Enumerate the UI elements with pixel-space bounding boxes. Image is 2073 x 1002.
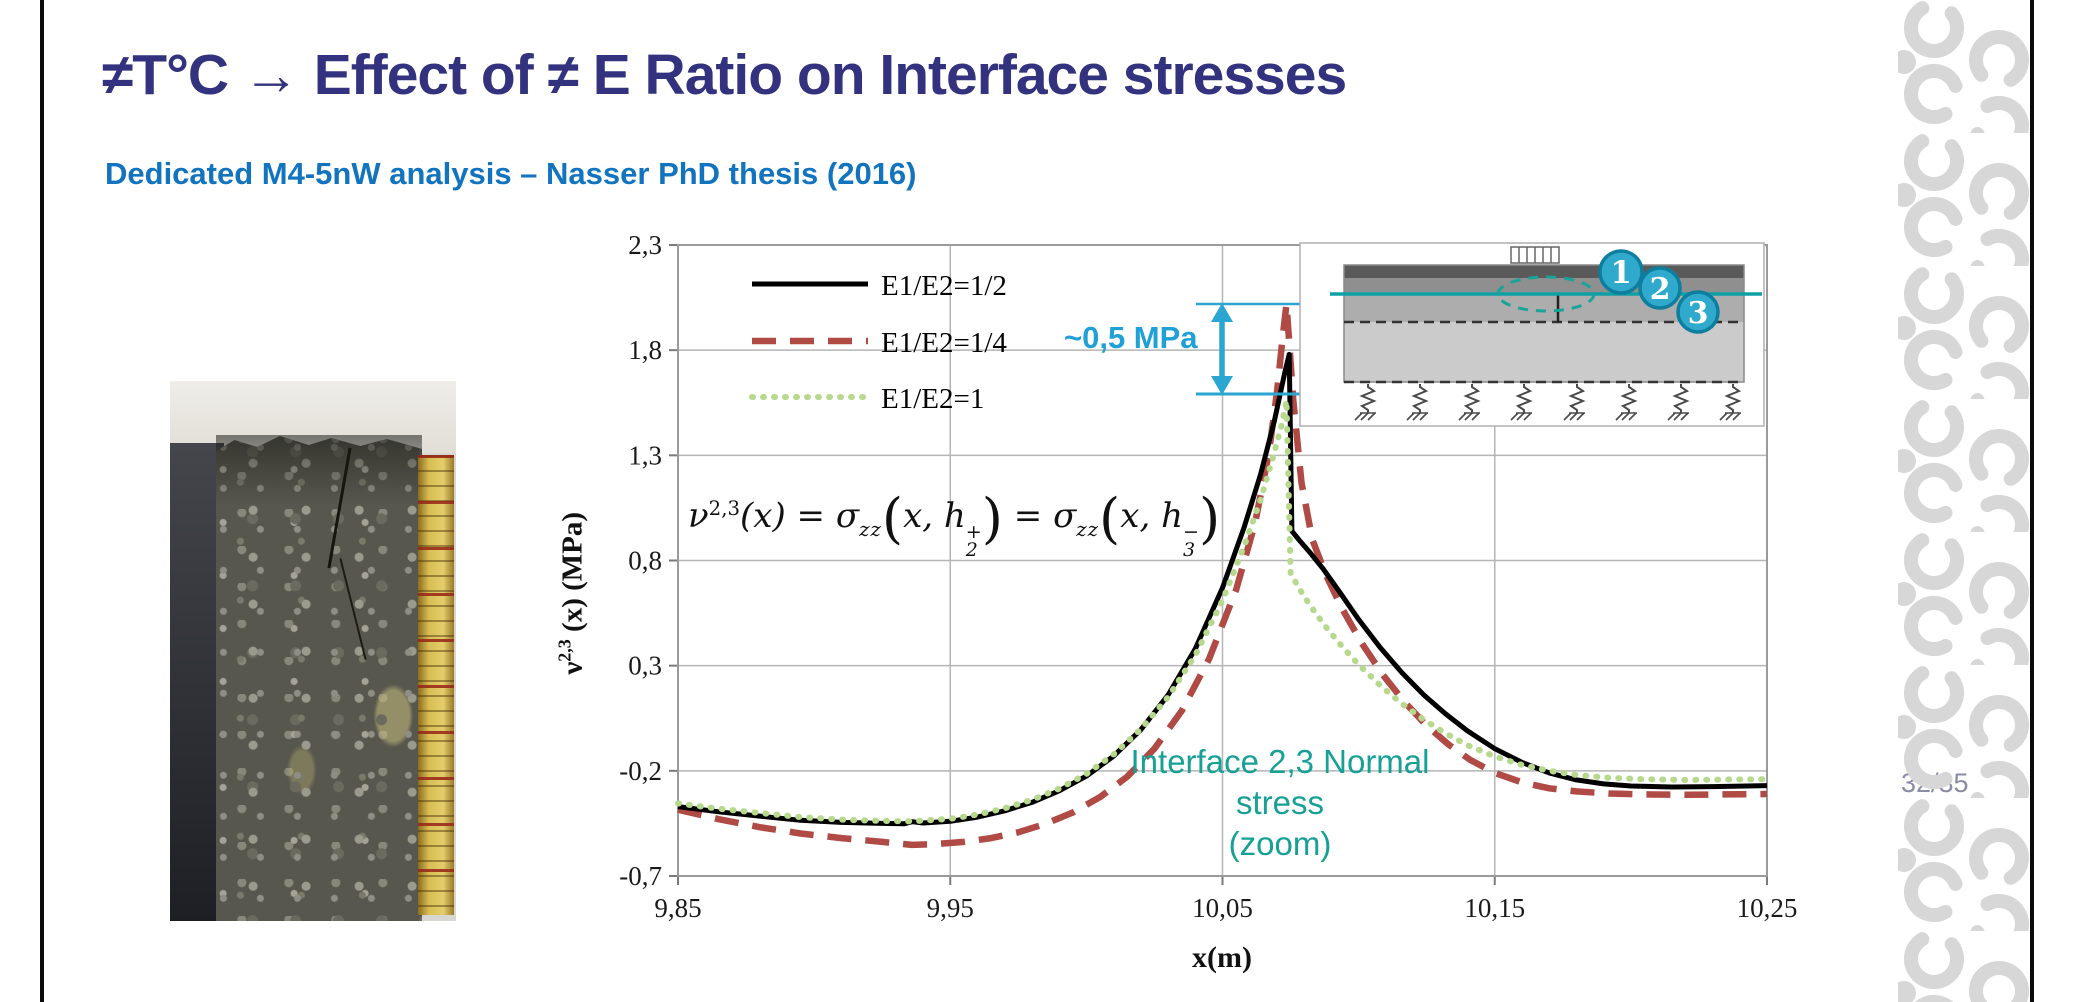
chart-legend: E1/E2=1/2 E1/E2=1/4 E1/E2=1 bbox=[749, 270, 1007, 415]
layer-number-badges: 1 2 3 bbox=[1598, 249, 1720, 334]
series-curve-1 bbox=[677, 300, 1768, 849]
y-tick-label: 0,3 bbox=[628, 651, 662, 681]
crack-zoom-ellipse bbox=[1496, 275, 1596, 313]
page-subtitle: Dedicated M4-5nW analysis – Nasser PhD t… bbox=[105, 156, 917, 191]
y-tick-label: 1,3 bbox=[628, 440, 662, 470]
load-hatching bbox=[1518, 247, 1552, 263]
zoom-note-line: stress bbox=[1235, 784, 1324, 821]
photo-core-cylinder bbox=[216, 436, 422, 921]
page-title: ≠T°C → Effect of ≠ E Ratio on Interface … bbox=[102, 43, 1347, 107]
badge-3-label: 3 bbox=[1688, 296, 1709, 331]
plot-area: 9,85 9,95 10,05 10,15 10,25 2,3 1,8 1,3 0,8 0,3 -0… bbox=[619, 230, 1797, 923]
badge-3 bbox=[1676, 290, 1720, 334]
zoom-note-line: (zoom) bbox=[1228, 825, 1332, 862]
series-curve-0 bbox=[677, 351, 1768, 827]
legend-label: E1/E2=1 bbox=[881, 383, 984, 415]
y-tick-label: 2,3 bbox=[628, 230, 662, 260]
y-axis-title: ν2,3 (x) (MPa) bbox=[554, 512, 589, 675]
badge-1-label: 1 bbox=[1610, 255, 1632, 291]
photo-yellow-ruler bbox=[418, 455, 454, 915]
formula: ν2,3(x) = σzz(x, h +2) = σzz(x, h −3) bbox=[688, 487, 1221, 561]
arrow-up-icon bbox=[1211, 303, 1233, 322]
photo-core-top-shade bbox=[216, 435, 422, 505]
decorative-pattern-strip bbox=[1898, 0, 2029, 1002]
x-tick-label: 9,85 bbox=[654, 893, 701, 923]
arrow-down-icon bbox=[1211, 376, 1233, 395]
x-tick-label: 10,05 bbox=[1192, 893, 1253, 923]
legend-label: E1/E2=1/2 bbox=[881, 270, 1007, 302]
badge-2 bbox=[1638, 266, 1682, 310]
y-tick-label: 1,8 bbox=[628, 335, 662, 365]
badge-2-label: 2 bbox=[1650, 272, 1671, 307]
slide-left-border bbox=[40, 0, 44, 1002]
slide-right-border bbox=[2030, 0, 2034, 1002]
x-axis-title: x(m) bbox=[1192, 941, 1252, 974]
inset-layer-1 bbox=[1344, 265, 1744, 278]
legend-label: E1/E2=1/4 bbox=[881, 327, 1007, 359]
core-sample-photo bbox=[170, 381, 456, 921]
x-tick-label: 10,15 bbox=[1464, 893, 1525, 923]
y-tick-label: 0,8 bbox=[628, 546, 662, 576]
stress-delta-label: ~0,5 MPa bbox=[1064, 320, 1198, 355]
series-curve-2 bbox=[675, 397, 1770, 825]
inset-layer-2 bbox=[1344, 278, 1744, 294]
y-tick-label: -0,7 bbox=[619, 861, 662, 891]
x-tick-label: 9,95 bbox=[927, 893, 974, 923]
inset-soil-layer bbox=[1344, 322, 1744, 382]
plot-border bbox=[677, 244, 1768, 877]
pavement-structure-inset-diagram: 1 2 3 bbox=[1299, 242, 1765, 427]
badge-1 bbox=[1598, 249, 1644, 295]
y-tick-label: -0,2 bbox=[619, 756, 662, 786]
photo-shadow bbox=[170, 443, 224, 921]
stress-delta-annotation bbox=[1196, 302, 1303, 396]
interface-zoom-note: Interface 2,3 Normal stress (zoom) bbox=[1080, 741, 1480, 864]
zoom-note-line: Interface 2,3 Normal bbox=[1130, 743, 1430, 780]
x-tick-label: 10,25 bbox=[1737, 893, 1798, 923]
